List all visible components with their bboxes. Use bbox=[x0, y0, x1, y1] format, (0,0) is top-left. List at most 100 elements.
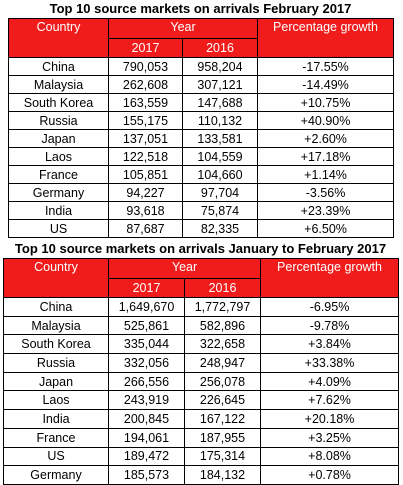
data-row: US 87,687 82,335 +6.50% bbox=[8, 219, 395, 238]
header-year-value: 2017 bbox=[108, 278, 185, 298]
header-country: Country bbox=[3, 258, 109, 298]
data-row: India 200,845 167,122 +20.18% bbox=[3, 409, 400, 429]
data-row: Japan 266,556 256,078 +4.09% bbox=[3, 371, 400, 392]
table-title: Top 10 source markets on arrivals Februa… bbox=[49, 1, 352, 16]
header-row: Country Year Percentage growth bbox=[8, 18, 395, 58]
value-2017: 189,472 bbox=[108, 446, 185, 467]
data-row: Malaysia 525,861 582,896 -9.78% bbox=[3, 315, 400, 336]
value-2016: 167,122 bbox=[183, 409, 262, 429]
country-cell: Laos bbox=[3, 390, 109, 411]
value-2016: 75,874 bbox=[181, 201, 259, 220]
header-growth: Percentage growth bbox=[257, 18, 395, 58]
header-year-value: 2016 bbox=[183, 278, 262, 298]
header-row: Country Year Percentage growth bbox=[3, 258, 400, 298]
value-2016: 184,132 bbox=[183, 465, 262, 485]
data-row: Russia 155,175 110,132 +40.90% bbox=[8, 111, 395, 130]
country-cell: Russia bbox=[3, 353, 109, 373]
value-2017: 155,175 bbox=[108, 111, 183, 130]
growth-cell: -14.49% bbox=[257, 75, 395, 94]
country-cell: US bbox=[8, 219, 109, 238]
value-2016: 97,704 bbox=[181, 183, 259, 202]
value-2017: 94,227 bbox=[108, 183, 183, 202]
value-2017: 332,056 bbox=[108, 353, 185, 373]
value-2016: 175,314 bbox=[183, 446, 262, 467]
value-2017: 335,044 bbox=[108, 334, 185, 355]
subheader-row: 2017 2016 bbox=[9, 38, 394, 58]
value-2017: 163,559 bbox=[108, 93, 183, 112]
growth-cell: +1.14% bbox=[257, 165, 395, 184]
table-title: Top 10 source markets on arrivals Januar… bbox=[14, 241, 387, 256]
country-cell: India bbox=[8, 201, 109, 220]
country-cell: India bbox=[3, 409, 109, 429]
data-row: France 194,061 187,955 +3.25% bbox=[3, 427, 400, 448]
data-row: Laos 122,518 104,559 +17.18% bbox=[8, 147, 395, 166]
data-row: South Korea 163,559 147,688 +10.75% bbox=[8, 93, 395, 112]
value-2017: 105,851 bbox=[108, 165, 183, 184]
value-2017: 185,573 bbox=[108, 465, 185, 485]
country-cell: China bbox=[8, 57, 109, 76]
growth-cell: +17.18% bbox=[257, 147, 395, 166]
growth-cell: -17.55% bbox=[257, 57, 395, 76]
value-2016: 104,660 bbox=[181, 165, 259, 184]
value-2017: 525,861 bbox=[108, 315, 185, 336]
value-2017: 87,687 bbox=[108, 219, 183, 238]
growth-cell: +2.60% bbox=[257, 129, 395, 148]
growth-cell: +10.75% bbox=[257, 93, 395, 112]
data-table: Country Year Percentage growth 2017 2016 Chin… bbox=[3, 258, 400, 485]
country-cell: Japan bbox=[3, 371, 109, 392]
country-cell: Malaysia bbox=[3, 315, 109, 336]
growth-cell: +23.39% bbox=[257, 201, 395, 220]
growth-cell: +0.78% bbox=[260, 465, 400, 485]
growth-cell: +33.38% bbox=[260, 353, 400, 373]
data-row: Japan 137,051 133,581 +2.60% bbox=[8, 129, 395, 148]
value-2016: 133,581 bbox=[181, 129, 259, 148]
growth-cell: +3.25% bbox=[260, 427, 400, 448]
data-row: Germany 185,573 184,132 +0.78% bbox=[3, 465, 400, 485]
growth-cell: -6.95% bbox=[260, 297, 400, 317]
growth-cell: -3.56% bbox=[257, 183, 395, 202]
value-2017: 262,608 bbox=[108, 75, 183, 94]
country-cell: Germany bbox=[8, 183, 109, 202]
country-cell: South Korea bbox=[8, 93, 109, 112]
header-year-value: 2017 bbox=[108, 38, 183, 58]
value-2017: 194,061 bbox=[108, 427, 185, 448]
country-cell: Russia bbox=[8, 111, 109, 130]
data-row: India 93,618 75,874 +23.39% bbox=[8, 201, 395, 220]
growth-cell: +8.08% bbox=[260, 446, 400, 467]
value-2017: 93,618 bbox=[108, 201, 183, 220]
data-row: China 790,053 958,204 -17.55% bbox=[8, 57, 395, 76]
country-cell: Laos bbox=[8, 147, 109, 166]
country-cell: France bbox=[8, 165, 109, 184]
value-2017: 790,053 bbox=[108, 57, 183, 76]
data-row: China 1,649,670 1,772,797 -6.95% bbox=[3, 297, 400, 317]
value-2016: 958,204 bbox=[181, 57, 259, 76]
value-2017: 243,919 bbox=[108, 390, 185, 411]
growth-cell: +40.90% bbox=[257, 111, 395, 130]
header-growth: Percentage growth bbox=[260, 258, 400, 298]
value-2017: 200,845 bbox=[108, 409, 185, 429]
value-2016: 147,688 bbox=[181, 93, 259, 112]
country-cell: Japan bbox=[8, 129, 109, 148]
value-2016: 110,132 bbox=[181, 111, 259, 130]
country-cell: Germany bbox=[3, 465, 109, 485]
value-2017: 137,051 bbox=[108, 129, 183, 148]
value-2017: 122,518 bbox=[108, 147, 183, 166]
value-2016: 248,947 bbox=[183, 353, 262, 373]
country-cell: China bbox=[3, 297, 109, 317]
data-row: France 105,851 104,660 +1.14% bbox=[8, 165, 395, 184]
value-2016: 307,121 bbox=[181, 75, 259, 94]
subheader-row: 2017 2016 bbox=[4, 278, 399, 298]
growth-cell: +20.18% bbox=[260, 409, 400, 429]
data-row: Russia 332,056 248,947 +33.38% bbox=[3, 353, 400, 373]
value-2016: 104,559 bbox=[181, 147, 259, 166]
value-2017: 1,649,670 bbox=[108, 297, 185, 317]
value-2016: 187,955 bbox=[183, 427, 262, 448]
country-cell: South Korea bbox=[3, 334, 109, 355]
value-2016: 1,772,797 bbox=[183, 297, 262, 317]
header-country: Country bbox=[8, 18, 109, 58]
growth-cell: +4.09% bbox=[260, 371, 400, 392]
data-table: Country Year Percentage growth 2017 2016 Chin… bbox=[8, 18, 395, 238]
value-2016: 256,078 bbox=[183, 371, 262, 392]
data-row: US 189,472 175,314 +8.08% bbox=[3, 446, 400, 467]
value-2017: 266,556 bbox=[108, 371, 185, 392]
